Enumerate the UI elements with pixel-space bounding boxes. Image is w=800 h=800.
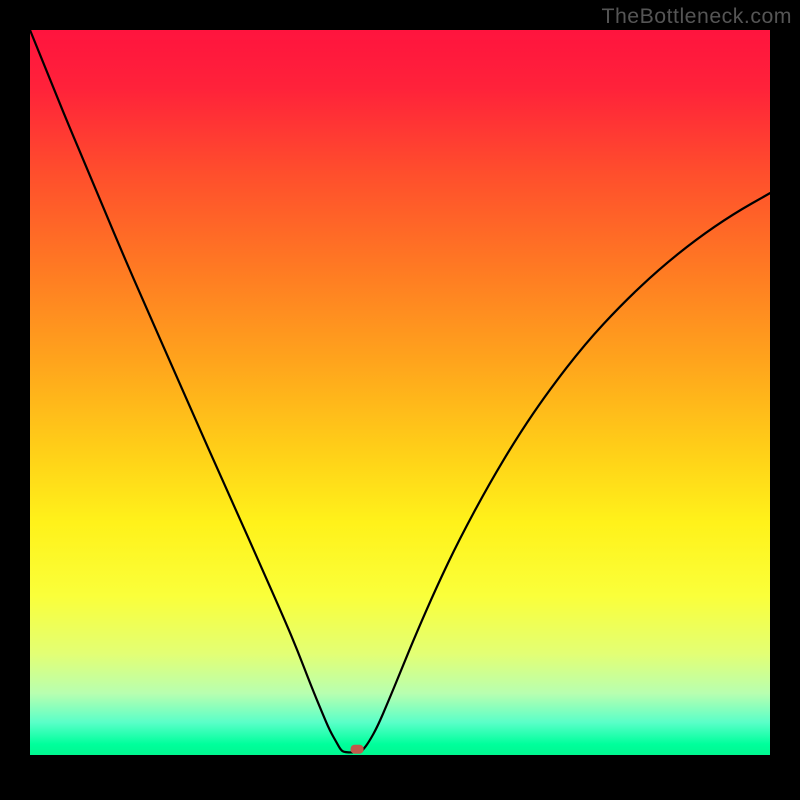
minimum-marker xyxy=(351,745,364,754)
watermark-text: TheBottleneck.com xyxy=(601,4,792,29)
plot-background xyxy=(30,30,770,755)
chart-svg xyxy=(0,0,800,800)
chart-container: TheBottleneck.com xyxy=(0,0,800,800)
